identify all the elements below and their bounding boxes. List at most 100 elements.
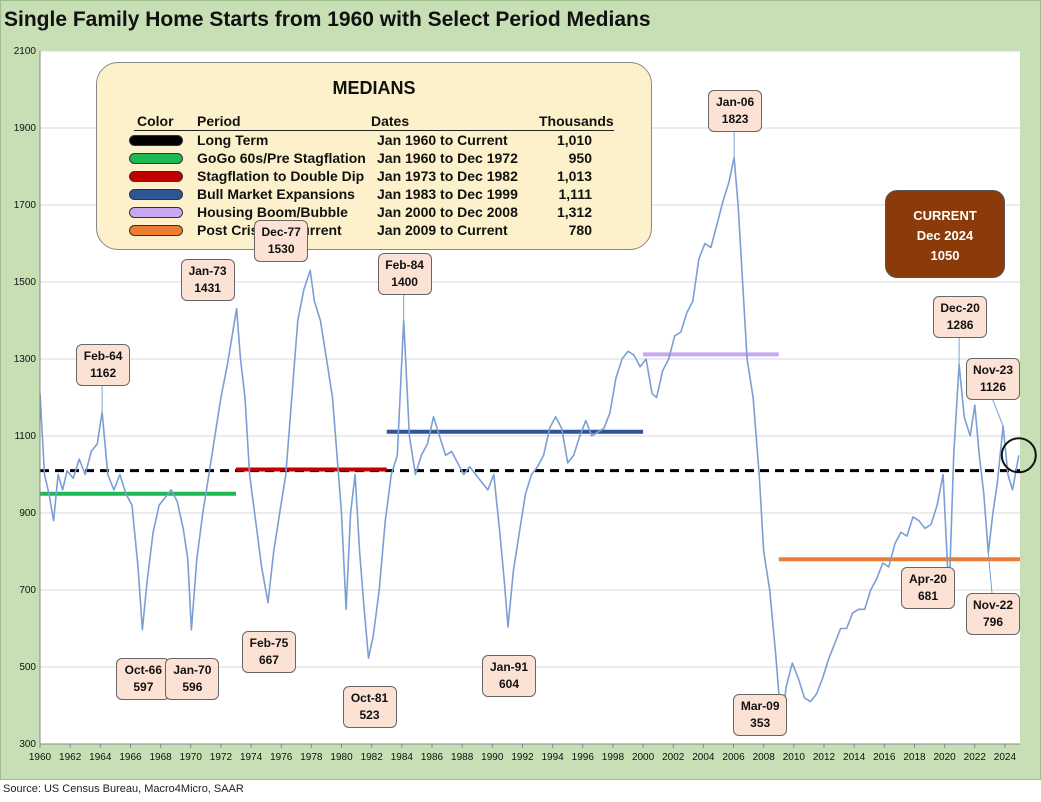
median-period: Long Term — [197, 132, 269, 148]
medians-legend-box: MEDIANS Color Period Dates Thousands Lon… — [96, 62, 652, 250]
callout-value: 1286 — [946, 318, 974, 333]
x-axis: 1960 1962 1964 1966 1968 1970 1972 1974 1976 1978… — [29, 744, 1017, 763]
x-tick-label: 1976 — [270, 752, 293, 763]
current-label: CURRENT — [913, 208, 977, 223]
x-tick-label: 1994 — [541, 752, 564, 763]
x-tick-label: 2002 — [662, 752, 685, 763]
x-tick-label: 2020 — [933, 752, 956, 763]
callout-value: 596 — [182, 680, 203, 695]
x-tick-label: 1988 — [451, 752, 474, 763]
x-tick-label: 1980 — [330, 752, 353, 763]
y-tick-label: 2100 — [14, 46, 37, 57]
x-tick-label: 1972 — [210, 752, 233, 763]
callout-leader — [987, 552, 993, 594]
median-dates: Jan 2000 to Dec 2008 — [377, 204, 518, 220]
x-tick-label: 1992 — [511, 752, 534, 763]
median-value: 780 — [568, 222, 592, 238]
callout-dec-20: Dec-20 1286 — [933, 296, 988, 339]
x-tick-label: 2016 — [873, 752, 896, 763]
color-swatch — [129, 189, 183, 200]
median-row: Stagflation to Double Dip Jan 1973 to Dec… — [97, 168, 651, 186]
current-circle — [1000, 437, 1037, 474]
y-axis: 2100 1900 1700 1500 1300 1100 900 700 500 300 — [14, 46, 1020, 750]
x-tick-label: 1982 — [361, 752, 384, 763]
median-lines — [40, 352, 1020, 562]
callout-value: 597 — [133, 679, 154, 694]
x-tick-label: 2010 — [783, 752, 806, 763]
color-swatch — [129, 153, 183, 164]
x-tick-label: 1998 — [602, 752, 625, 763]
y-tick-label: 700 — [19, 585, 36, 596]
median-period: Bull Market Expansions — [197, 186, 355, 202]
callout-date: Apr-20 — [908, 572, 947, 587]
callout-value: 604 — [498, 676, 519, 691]
median-value: 1,111 — [558, 186, 593, 202]
y-tick-label: 1700 — [14, 200, 37, 211]
x-tick-label: 2018 — [903, 752, 926, 763]
x-tick-label: 1984 — [391, 752, 414, 763]
callout-date: Oct-81 — [350, 691, 389, 706]
median-dates: Jan 1960 to Dec 1972 — [377, 150, 518, 166]
callout-feb-84: Feb-84 1400 — [377, 252, 432, 295]
callout-value: 1530 — [267, 242, 295, 257]
series-line — [39, 156, 1020, 725]
callout-feb-64: Feb-64 1162 — [76, 344, 131, 387]
x-tick-label: 1964 — [89, 752, 112, 763]
x-tick-label: 1962 — [59, 752, 82, 763]
median-row: GoGo 60s/Pre Stagflation Jan 1960 to Dec … — [97, 150, 651, 168]
x-tick-label: 2024 — [994, 752, 1017, 763]
x-tick-label: 2004 — [692, 752, 715, 763]
y-tick-label: 1500 — [14, 277, 37, 288]
y-tick-label: 1100 — [14, 431, 36, 442]
median-dates: Jan 1983 to Dec 1999 — [377, 186, 518, 202]
callout-date: Mar-09 — [740, 698, 780, 713]
callout-value: 796 — [982, 615, 1004, 630]
callout-value: 353 — [750, 715, 771, 730]
median-period: Stagflation to Double Dip — [197, 168, 365, 184]
callout-date: Feb-84 — [385, 257, 424, 272]
x-tick-label: 2022 — [964, 752, 987, 763]
callout-jan-91: Jan-91 604 — [481, 654, 536, 697]
median-dates: Jan 1960 to Current — [377, 132, 508, 148]
x-tick-label: 2008 — [753, 752, 776, 763]
callout-nov-23: Nov-23 1126 — [966, 357, 1020, 400]
median-dates: Jan 2009 to Current — [377, 222, 508, 238]
callout-date: Jan-73 — [188, 263, 227, 278]
callout-date: Feb-64 — [83, 349, 123, 364]
home-starts-line — [39, 156, 1020, 725]
callout-date: Jan-06 — [716, 94, 755, 109]
callout-date: Jan-91 — [489, 659, 528, 674]
x-tick-label: 2012 — [813, 752, 836, 763]
callout-date: Nov-22 — [972, 598, 1013, 613]
y-tick-label: 1900 — [14, 123, 37, 134]
color-swatch — [129, 135, 183, 146]
callout-value: 1431 — [194, 280, 221, 295]
x-tick-label: 1960 — [29, 752, 52, 763]
callout-value: 1126 — [979, 379, 1007, 394]
x-tick-label: 1970 — [180, 752, 203, 763]
callout-date: Oct-66 — [124, 662, 163, 677]
x-tick-label: 1968 — [149, 752, 172, 763]
callout-date: Dec-20 — [940, 301, 980, 316]
callout-oct-81: Oct-81 523 — [342, 686, 397, 729]
header-underline — [134, 130, 614, 131]
x-tick-label: 2000 — [632, 752, 655, 763]
median-value: 1,010 — [556, 132, 592, 148]
callout-jan-70: Jan-70 596 — [165, 658, 220, 701]
source-note: Source: US Census Bureau, Macro4Micro, S… — [3, 783, 244, 795]
callout-date: Dec-77 — [261, 225, 301, 240]
medians-title: MEDIANS — [332, 78, 416, 98]
callout-value: 1823 — [721, 111, 749, 126]
callout-date: Jan-70 — [173, 663, 212, 678]
y-tick-label: 500 — [19, 662, 36, 673]
callout-value: 681 — [917, 589, 938, 604]
median-value: 950 — [568, 150, 592, 166]
callout-value: 1400 — [391, 274, 418, 289]
color-swatch — [129, 171, 183, 182]
callout-leader — [991, 397, 1004, 427]
x-tick-label: 1974 — [240, 752, 263, 763]
callout-value: 667 — [258, 652, 279, 667]
median-row: Bull Market Expansions Jan 1983 to Dec 19… — [97, 186, 651, 204]
header-thousands: Thousands — [539, 113, 614, 129]
